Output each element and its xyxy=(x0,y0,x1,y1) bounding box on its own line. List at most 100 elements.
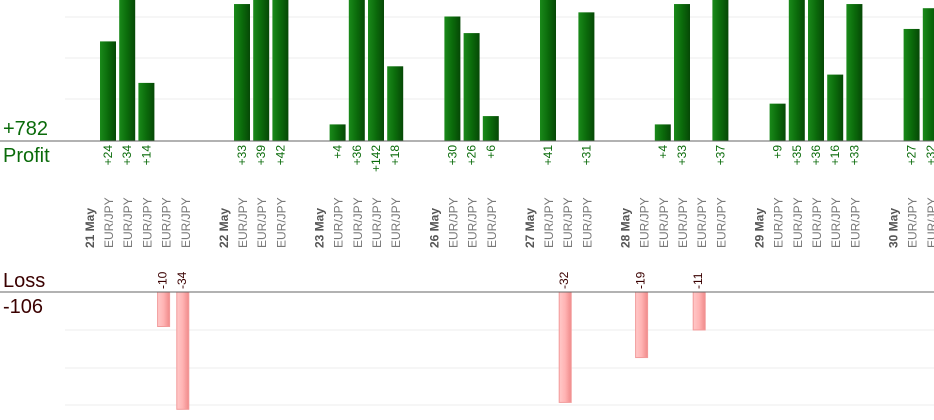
profit-bar xyxy=(922,8,934,142)
date-label: 28 May xyxy=(619,208,633,248)
pair-label: EUR/JPY xyxy=(810,197,824,248)
loss-value-label: -32 xyxy=(557,271,571,289)
profit-bar xyxy=(138,82,155,141)
profit-bar xyxy=(100,41,116,141)
pair-label: EUR/JPY xyxy=(446,197,460,248)
pair-label: EUR/JPY xyxy=(657,197,671,248)
profit-value-label: +9 xyxy=(771,145,785,159)
profit-bar xyxy=(654,124,671,141)
pair-label: EUR/JPY xyxy=(102,197,116,248)
profit-bar xyxy=(368,0,384,141)
pair-label: EUR/JPY xyxy=(179,197,193,248)
profit-label: Profit xyxy=(3,145,50,167)
pair-label: EUR/JPY xyxy=(485,197,499,248)
pair-label: EUR/JPY xyxy=(236,197,250,248)
date-label: 30 May xyxy=(887,208,901,248)
profit-value-label: +36 xyxy=(809,145,823,166)
profit-bar xyxy=(808,0,824,141)
profit-value-label: +16 xyxy=(828,145,842,166)
pair-label: EUR/JPY xyxy=(791,197,805,248)
pair-label: EUR/JPY xyxy=(580,197,594,248)
pair-label: EUR/JPY xyxy=(829,197,843,248)
profit-value-label: +37 xyxy=(713,145,727,166)
loss-bar xyxy=(558,291,572,403)
loss-value-label: -34 xyxy=(175,271,189,289)
loss-bar xyxy=(635,291,649,359)
profit-bar xyxy=(348,0,365,141)
profit-value-label: +142 xyxy=(369,145,383,172)
profit-value-label: +39 xyxy=(254,145,268,166)
loss-value-label: -19 xyxy=(634,271,648,289)
profit-bar xyxy=(482,116,499,141)
pair-label: EUR/JPY xyxy=(714,197,728,248)
pair-label: EUR/JPY xyxy=(772,197,786,248)
date-label: 22 May xyxy=(217,208,231,248)
pair-label: EUR/JPY xyxy=(906,197,920,248)
profit-bar xyxy=(272,0,289,141)
profit-value-label: +33 xyxy=(847,145,861,166)
pair-label: EUR/JPY xyxy=(332,197,346,248)
profit-value-label: +42 xyxy=(273,145,287,166)
pair-label: EUR/JPY xyxy=(466,197,480,248)
profit-bar xyxy=(674,4,690,141)
pair-label: EUR/JPY xyxy=(160,197,174,248)
pair-label: EUR/JPY xyxy=(255,197,269,248)
date-label: 26 May xyxy=(427,208,441,248)
loss-value-label: -11 xyxy=(691,272,705,289)
profit-value-label: +26 xyxy=(465,145,479,166)
profit-value-label: +41 xyxy=(541,145,555,166)
loss-bar xyxy=(176,291,190,410)
pair-label: EUR/JPY xyxy=(638,197,652,248)
profit-bar xyxy=(788,0,805,141)
loss-label: Loss xyxy=(3,270,46,292)
pair-label: EUR/JPY xyxy=(121,197,135,248)
profit-bar xyxy=(540,0,556,141)
profit-value-label: +31 xyxy=(579,145,593,166)
pair-label: EUR/JPY xyxy=(561,197,575,248)
pair-label: EUR/JPY xyxy=(370,197,384,248)
profit-value-label: +33 xyxy=(235,145,249,166)
pair-label: EUR/JPY xyxy=(542,197,556,248)
profit-value-label: +32 xyxy=(924,145,934,166)
profit-bar xyxy=(578,12,595,141)
profit-bar xyxy=(463,33,480,141)
profit-value-label: +34 xyxy=(120,145,134,166)
pair-label: EUR/JPY xyxy=(925,197,934,248)
profit-value-label: +27 xyxy=(905,145,919,166)
profit-value-label: +4 xyxy=(331,145,345,159)
profit-bar xyxy=(769,103,786,141)
profit-value-label: +36 xyxy=(350,145,364,166)
profit-value-label: +18 xyxy=(388,145,402,166)
profit-value-label: +33 xyxy=(675,145,689,166)
profit-value-label: +6 xyxy=(484,145,498,159)
profit-value-label: +4 xyxy=(656,145,670,159)
pair-label: EUR/JPY xyxy=(351,197,365,248)
profit-bar xyxy=(444,16,461,141)
loss-bar xyxy=(692,291,706,331)
pair-label: EUR/JPY xyxy=(676,197,690,248)
profit-value-label: +35 xyxy=(790,145,804,166)
date-label: 27 May xyxy=(523,208,537,248)
loss-total: -106 xyxy=(3,296,44,318)
loss-value-label: -10 xyxy=(156,271,170,289)
date-label: 21 May xyxy=(83,208,97,248)
pair-label: EUR/JPY xyxy=(140,197,154,248)
profit-value-label: +14 xyxy=(139,145,153,166)
profit-bar xyxy=(846,4,863,141)
pair-label: EUR/JPY xyxy=(695,197,709,248)
loss-bar xyxy=(157,291,171,327)
pair-label: EUR/JPY xyxy=(848,197,862,248)
profit-bar xyxy=(903,28,920,142)
profit-bar xyxy=(329,124,346,141)
profit-value-label: +24 xyxy=(101,145,115,166)
date-label: 23 May xyxy=(313,208,327,248)
profit-bar xyxy=(234,4,250,141)
profit-bar xyxy=(119,0,136,141)
profit-bar xyxy=(712,0,729,141)
profit-total: +782 xyxy=(3,118,49,140)
pair-label: EUR/JPY xyxy=(274,197,288,248)
profit-bar xyxy=(827,74,844,141)
profit-value-label: +30 xyxy=(445,145,459,166)
pair-label: EUR/JPY xyxy=(389,197,403,248)
